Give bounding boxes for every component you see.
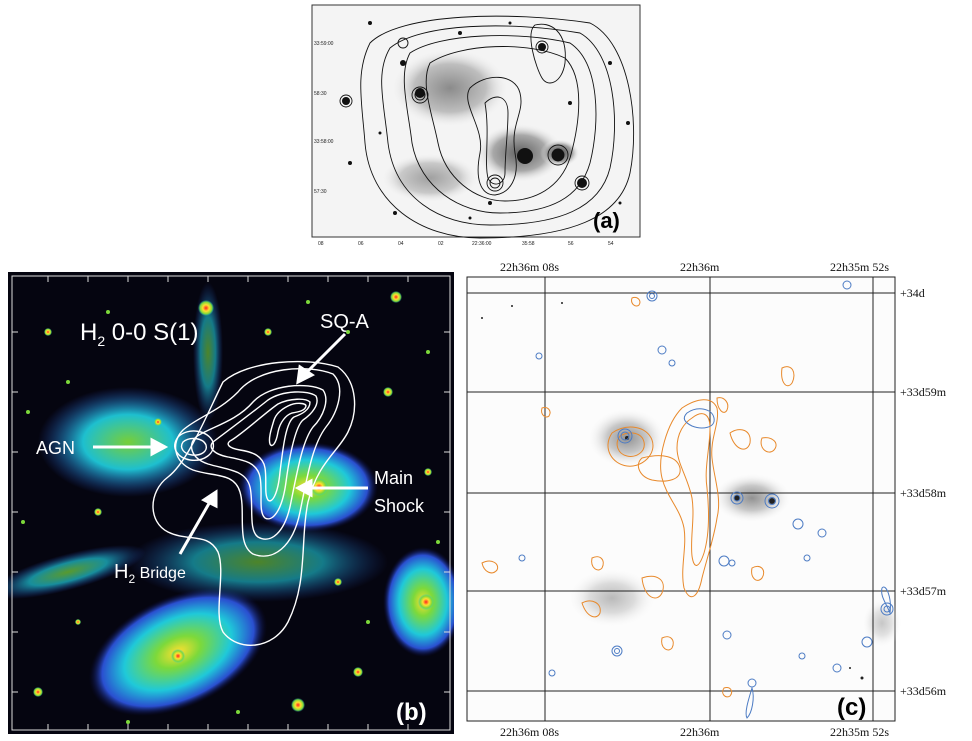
ra-bottom-2: 22h35m 52s — [830, 725, 889, 739]
ra-bottom-1: 22h36m — [680, 725, 720, 739]
dec-c-2: +33d58m — [900, 486, 947, 500]
ra-top-1: 22h36m — [680, 260, 720, 274]
ra-label-a-6: 56 — [568, 241, 574, 247]
panel-b-tag: (b) — [396, 699, 427, 726]
arrow-sqa — [296, 364, 315, 385]
label-agn: AGN — [36, 438, 75, 458]
ra-label-a-0: 08 — [318, 241, 324, 247]
panel-b-image: H2 0-0 S(1) SQ-A AGN Main Shock H2 Bridg… — [8, 272, 454, 734]
dec-label-a-3: 57:30 — [314, 189, 327, 195]
panel-c: 22h36m 08s 22h36m 22h35m 52s 22h36m 08s … — [462, 258, 972, 741]
arrow-h2-bridge — [201, 489, 218, 509]
label-sqa: SQ-A — [320, 311, 370, 333]
dec-c-1: +33d59m — [900, 385, 947, 399]
label-main: Main — [374, 468, 413, 488]
dec-label-a-0: 33:59:00 — [314, 41, 334, 47]
ra-top-0: 22h36m 08s — [500, 260, 559, 274]
arrow-main-shock — [294, 478, 313, 498]
dec-label-a-2: 33:58:00 — [314, 139, 334, 145]
ra-label-a-2: 04 — [398, 241, 404, 247]
panel-c-image: 22h36m 08s 22h36m 22h35m 52s 22h36m 08s … — [462, 258, 972, 741]
panel-a-tag: (a) — [593, 208, 620, 233]
ra-label-a-5: 35:58 — [522, 241, 535, 247]
ra-label-a-1: 06 — [358, 241, 364, 247]
panel-c-tag: (c) — [837, 694, 866, 721]
dec-c-0: +34d — [900, 286, 925, 300]
arrow-agn — [150, 437, 169, 457]
panel-b: H2 0-0 S(1) SQ-A AGN Main Shock H2 Bridg… — [8, 272, 454, 734]
ra-top-2: 22h35m 52s — [830, 260, 889, 274]
dec-label-a-1: 58:30 — [314, 91, 327, 97]
label-shock: Shock — [374, 496, 425, 516]
label-h2-bridge: H2 Bridge — [114, 561, 186, 586]
ra-label-a-4: 22:36:00 — [472, 241, 492, 247]
ra-bottom-0: 22h36m 08s — [500, 725, 559, 739]
panel-b-title: H2 0-0 S(1) — [80, 319, 199, 349]
dec-c-4: +33d56m — [900, 684, 947, 698]
panel-a: 33:59:00 58:30 33:58:00 57:30 08 06 04 0… — [310, 3, 645, 247]
panel-a-image: 33:59:00 58:30 33:58:00 57:30 08 06 04 0… — [310, 3, 645, 247]
ra-label-a-3: 02 — [438, 241, 444, 247]
dec-c-3: +33d57m — [900, 584, 947, 598]
ra-label-a-7: 54 — [608, 241, 614, 247]
